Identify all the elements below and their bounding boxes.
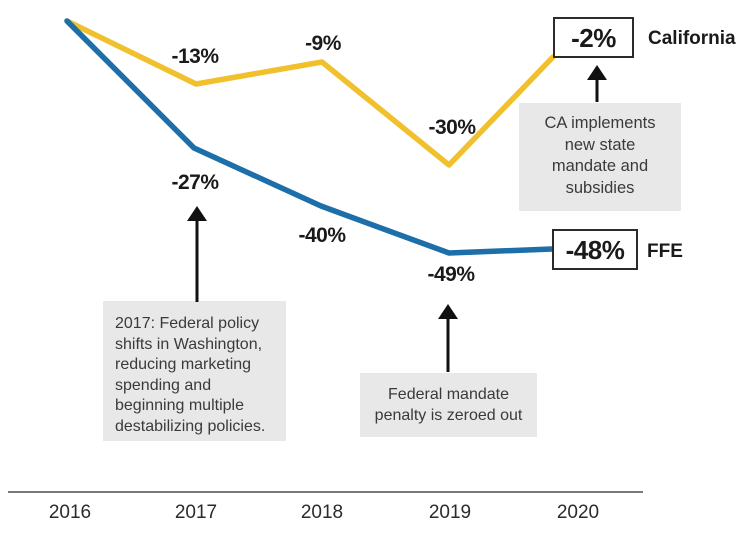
arrow-shaft	[595, 78, 599, 102]
data-label-california-2017: -13%	[171, 45, 219, 68]
x-axis-line	[8, 491, 643, 493]
data-label-ffe-2017: -27%	[171, 171, 219, 194]
data-label-california-2019: -30%	[428, 116, 476, 139]
arrow-head-icon	[438, 304, 458, 319]
ffe-2020-value-box: -48%	[552, 229, 638, 270]
series-label-ffe: FFE	[647, 241, 683, 262]
up-arrow-icon	[437, 304, 459, 372]
x-tick-2017: 2017	[174, 502, 218, 523]
ffe-line	[64, 18, 555, 256]
california-line	[64, 18, 556, 168]
data-label-ffe-2019: -49%	[427, 263, 475, 286]
arrow-shaft	[195, 219, 199, 302]
arrow-head-icon	[587, 65, 607, 80]
data-label-california-2018: -9%	[305, 32, 341, 55]
annotation-ca-mandate: CA implements new state mandate and subs…	[519, 103, 681, 211]
data-label-ffe-2018: -40%	[298, 224, 346, 247]
series-label-california: California	[648, 28, 736, 49]
california-2020-value-box: -2%	[553, 17, 634, 58]
x-tick-2018: 2018	[300, 502, 344, 523]
up-arrow-icon	[186, 206, 208, 302]
annotation-mandate-penalty: Federal mandate penalty is zeroed out	[360, 373, 537, 437]
arrow-head-icon	[187, 206, 207, 221]
x-tick-2016: 2016	[48, 502, 92, 523]
x-tick-2020: 2020	[556, 502, 600, 523]
up-arrow-icon	[586, 65, 608, 102]
annotation-federal-policy: 2017: Federal policy shifts in Washingto…	[103, 301, 286, 441]
x-tick-2019: 2019	[428, 502, 472, 523]
arrow-shaft	[446, 317, 450, 372]
